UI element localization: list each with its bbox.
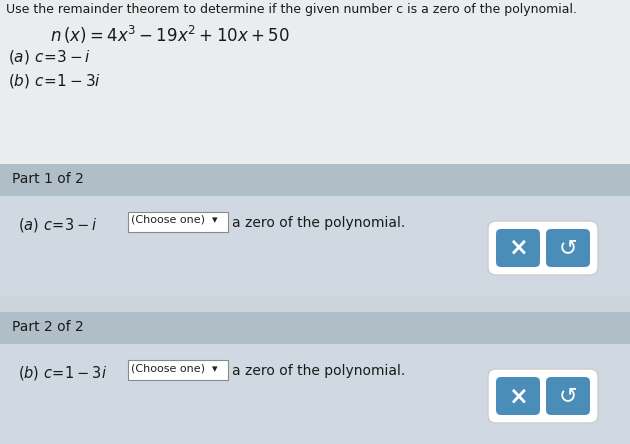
FancyBboxPatch shape — [546, 229, 590, 267]
Bar — [0, 0, 630, 164]
FancyBboxPatch shape — [546, 377, 590, 415]
Text: $(b)\ c\!=\!1-3i$: $(b)\ c\!=\!1-3i$ — [18, 364, 107, 382]
Text: $n\,(x)=4x^3-19x^2+10x+50$: $n\,(x)=4x^3-19x^2+10x+50$ — [50, 24, 290, 46]
Text: a zero of the polynomial.: a zero of the polynomial. — [232, 364, 405, 378]
Text: ↺: ↺ — [559, 386, 577, 406]
FancyBboxPatch shape — [488, 221, 598, 275]
Text: $(a)\ c\!=\!3-i$: $(a)\ c\!=\!3-i$ — [18, 216, 98, 234]
Bar — [0, 344, 630, 444]
Bar — [128, 360, 228, 380]
FancyBboxPatch shape — [496, 229, 540, 267]
Bar — [0, 312, 630, 344]
Text: $(a)\ c\!=\!3-i$: $(a)\ c\!=\!3-i$ — [8, 48, 91, 66]
Text: ×: × — [508, 384, 528, 408]
Text: Part 2 of 2: Part 2 of 2 — [12, 320, 84, 334]
Text: (Choose one)  ▾: (Choose one) ▾ — [131, 215, 217, 225]
Text: Part 1 of 2: Part 1 of 2 — [12, 172, 84, 186]
Bar — [0, 164, 630, 196]
Bar — [0, 196, 630, 296]
Text: a zero of the polynomial.: a zero of the polynomial. — [232, 216, 405, 230]
Text: ×: × — [508, 236, 528, 260]
Bar — [128, 212, 228, 232]
Text: $(b)\ c\!=\!1-3i$: $(b)\ c\!=\!1-3i$ — [8, 72, 101, 90]
Text: ↺: ↺ — [559, 238, 577, 258]
Text: (Choose one)  ▾: (Choose one) ▾ — [131, 363, 217, 373]
Text: Use the remainder theorem to determine if the given number c is a zero of the po: Use the remainder theorem to determine i… — [6, 3, 577, 16]
FancyBboxPatch shape — [488, 369, 598, 423]
FancyBboxPatch shape — [496, 377, 540, 415]
